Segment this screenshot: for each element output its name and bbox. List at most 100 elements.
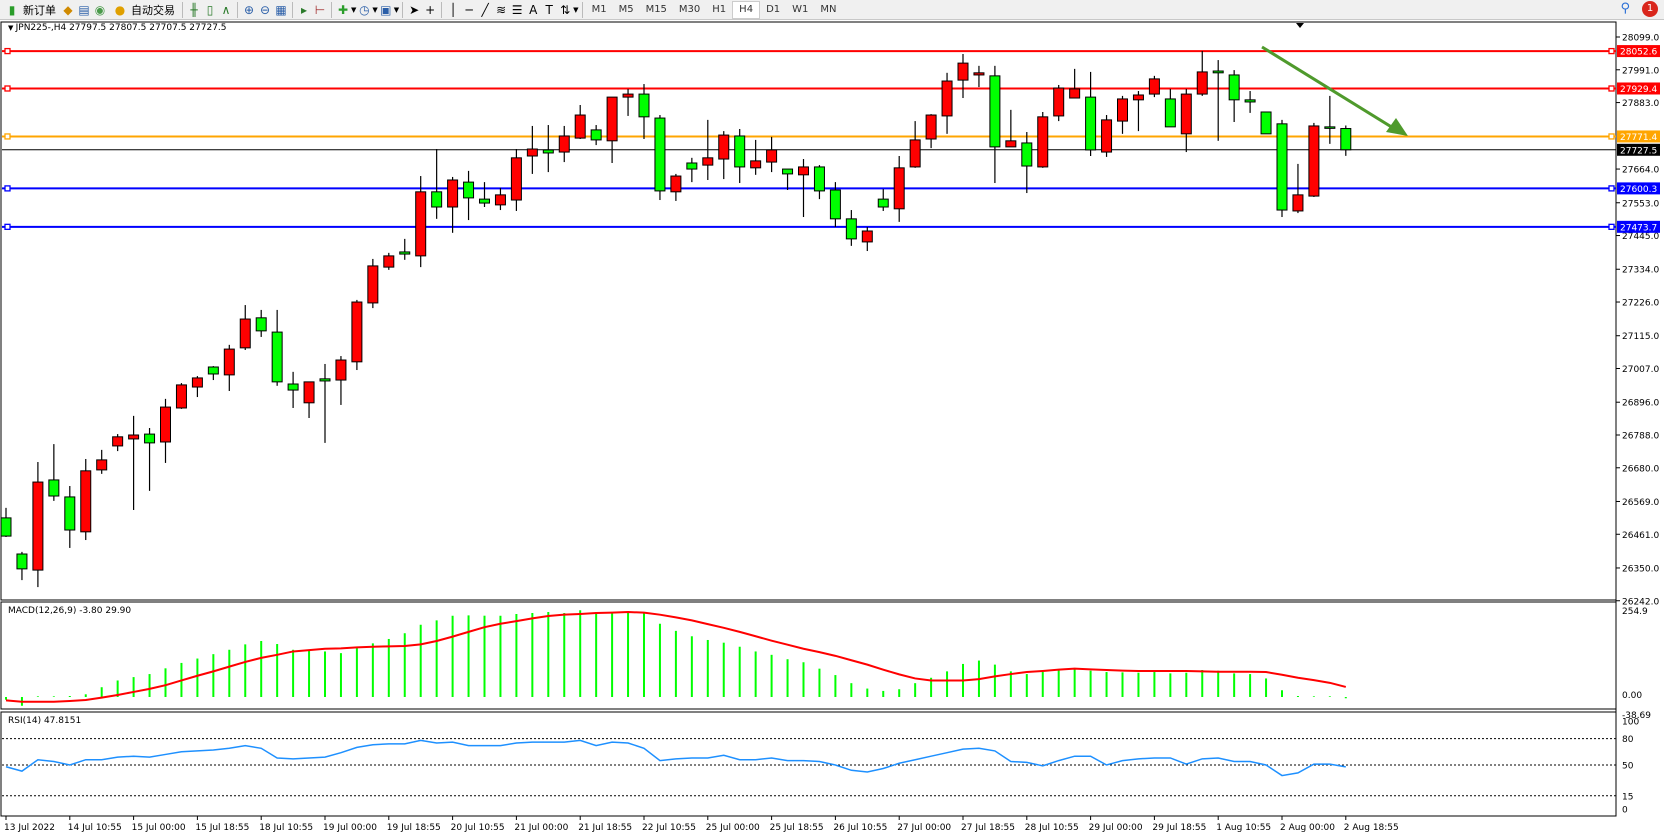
signal-icon[interactable]: ◉ bbox=[94, 2, 106, 17]
navigator-icon[interactable]: ▤ bbox=[78, 2, 90, 17]
candle-body bbox=[1292, 194, 1304, 212]
candle bbox=[431, 149, 443, 219]
search-icon[interactable]: ⚲ bbox=[1620, 1, 1630, 16]
candle bbox=[798, 159, 809, 218]
level-price-tag bbox=[1617, 82, 1660, 95]
timeframe-w1[interactable]: W1 bbox=[792, 4, 809, 15]
candle bbox=[893, 156, 905, 222]
zoom-in-icon[interactable]: ⊕ bbox=[243, 2, 255, 17]
toolbar-divider bbox=[292, 1, 293, 18]
metaeditor-icon[interactable]: ◆ bbox=[63, 2, 73, 17]
toolbar-divider bbox=[402, 1, 404, 18]
candle bbox=[606, 96, 618, 163]
candle bbox=[64, 485, 76, 548]
candle bbox=[112, 434, 124, 452]
zoom-out-icon[interactable]: ⊖ bbox=[259, 2, 271, 17]
macd-signal-line bbox=[5, 610, 1347, 703]
bar-chart-icon[interactable]: ╫ bbox=[190, 2, 198, 17]
templates-icon[interactable]: ▣ bbox=[380, 2, 392, 17]
candle-body bbox=[447, 179, 459, 208]
price-tick-label: 26242.0 bbox=[1622, 597, 1659, 607]
fibonacci-icon[interactable]: ≋ bbox=[496, 2, 507, 17]
candle bbox=[255, 309, 267, 337]
text-label-icon[interactable]: T bbox=[545, 2, 553, 17]
price-tick-label: 27883.0 bbox=[1622, 99, 1659, 109]
candle-body bbox=[160, 406, 171, 443]
vertical-line-icon[interactable]: │ bbox=[449, 2, 457, 17]
auto-trading-button[interactable]: ● 自动交易 bbox=[108, 0, 179, 20]
new-order-button[interactable]: ▮ 新订单 bbox=[0, 0, 60, 20]
timeframe-mn[interactable]: MN bbox=[820, 4, 837, 15]
candle-body bbox=[112, 436, 124, 447]
timeframe-m1[interactable]: M1 bbox=[591, 4, 607, 15]
text-icon[interactable]: A bbox=[529, 2, 538, 17]
timeframe-h1[interactable]: H1 bbox=[712, 4, 727, 15]
candle-body bbox=[973, 72, 985, 76]
candle-body bbox=[415, 191, 427, 257]
candle-body bbox=[670, 175, 682, 193]
candle bbox=[718, 131, 730, 180]
candle-body bbox=[526, 148, 538, 157]
candle bbox=[829, 182, 841, 228]
candle-body bbox=[1212, 70, 1224, 74]
candle bbox=[160, 398, 171, 463]
timeframe-m30[interactable]: M30 bbox=[678, 4, 701, 15]
timeframe-h4[interactable]: H4 bbox=[732, 0, 761, 19]
candle bbox=[1340, 125, 1352, 156]
level-anchor-handle bbox=[4, 133, 11, 140]
chart-area[interactable]: 28099.0 27991.0 27883.0 27664.0 27553.0 27445… bbox=[0, 21, 1664, 838]
candle bbox=[494, 187, 506, 211]
macd-axis-label: 254.9 bbox=[1622, 607, 1648, 617]
cursor-icon[interactable]: ➤ bbox=[409, 2, 420, 17]
candle-body bbox=[606, 96, 618, 142]
candle bbox=[415, 176, 427, 268]
timeframe-d1[interactable]: D1 bbox=[766, 4, 781, 15]
level-price-tag bbox=[1617, 143, 1660, 156]
candle-body bbox=[893, 167, 905, 210]
candlestick-icon[interactable]: ▯ bbox=[206, 2, 214, 17]
chart-shift-marker-icon bbox=[1296, 23, 1304, 28]
indicators-icon[interactable]: ✚ bbox=[337, 2, 349, 17]
chart-shift-icon[interactable]: ⊢ bbox=[314, 2, 326, 17]
candle-body bbox=[510, 157, 522, 201]
chat-icon[interactable]: 1 bbox=[1642, 1, 1658, 17]
timeframe-m5[interactable]: M5 bbox=[618, 4, 634, 15]
auto-scroll-icon[interactable]: ▸ bbox=[300, 2, 308, 17]
time-label: 27 Jul 18:55 bbox=[961, 823, 1015, 833]
toolbar-divider bbox=[237, 1, 238, 18]
candle bbox=[1132, 91, 1144, 132]
candle bbox=[1324, 95, 1336, 144]
candle bbox=[96, 449, 108, 474]
candle-body bbox=[303, 381, 315, 404]
rsi-pane-border bbox=[0, 711, 1617, 817]
timeframe-bar: M1 M5 M15 M30 H1 H4 D1 W1 MN bbox=[586, 0, 843, 19]
trendline-icon[interactable]: ╱ bbox=[481, 2, 489, 17]
candle bbox=[383, 252, 395, 270]
arrows-icon[interactable]: ⇅ bbox=[560, 2, 571, 17]
horizontal-line-icon[interactable]: ─ bbox=[465, 2, 473, 17]
candle-body bbox=[128, 434, 140, 440]
price-tick-label: 27553.0 bbox=[1622, 199, 1659, 209]
candle-body bbox=[96, 459, 108, 471]
candle-body bbox=[718, 134, 730, 160]
crosshair-icon[interactable]: + bbox=[425, 2, 436, 17]
time-label: 27 Jul 00:00 bbox=[897, 823, 951, 833]
timeframe-m15[interactable]: M15 bbox=[645, 4, 667, 15]
price-tick-label: 27334.0 bbox=[1622, 266, 1659, 276]
candle bbox=[223, 344, 235, 391]
candle-body bbox=[686, 162, 698, 170]
candle bbox=[877, 189, 889, 211]
candle bbox=[399, 238, 411, 260]
candle-body bbox=[845, 218, 857, 240]
line-chart-icon[interactable]: ∧ bbox=[221, 2, 231, 17]
tile-windows-icon[interactable]: ▦ bbox=[275, 2, 287, 17]
candle-body bbox=[558, 135, 570, 153]
candle bbox=[1244, 91, 1256, 113]
level-price-label: 27473.7 bbox=[1620, 223, 1657, 233]
candle bbox=[861, 227, 873, 252]
periods-icon[interactable]: ◷ bbox=[359, 2, 370, 17]
fibonacci-channel-icon[interactable]: ☰ bbox=[511, 2, 523, 17]
candle bbox=[1276, 119, 1288, 218]
price-tick-label: 26569.0 bbox=[1622, 498, 1659, 508]
candle-body bbox=[1085, 96, 1097, 151]
